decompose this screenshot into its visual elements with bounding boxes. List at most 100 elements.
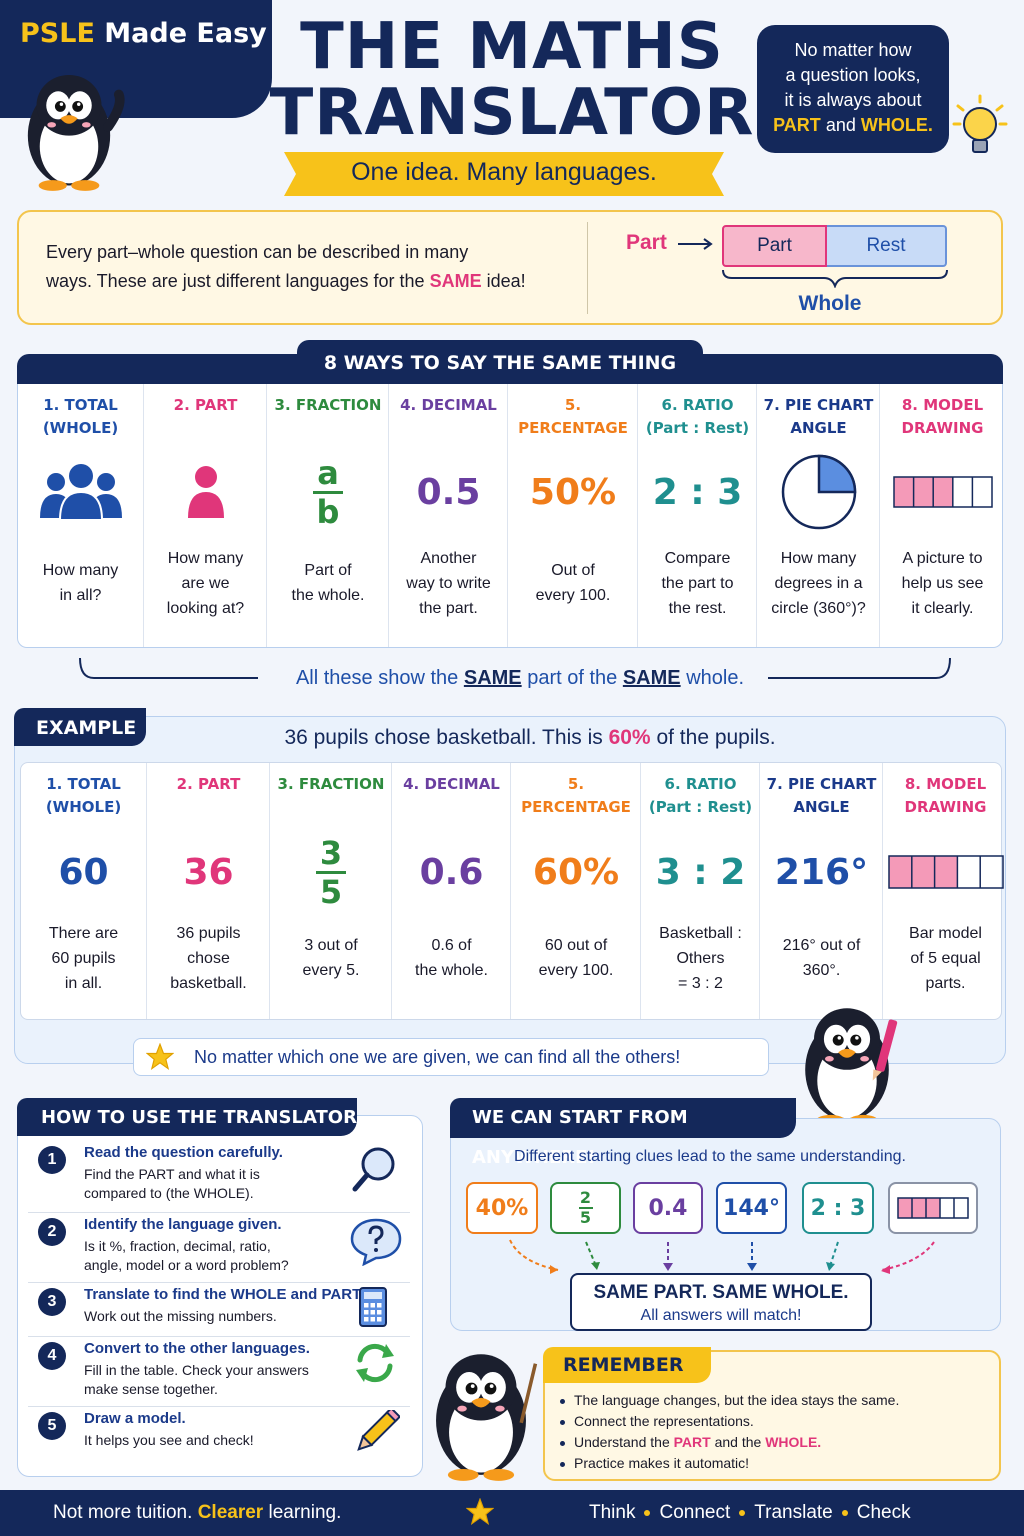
arrow [678, 238, 713, 250]
column-heading: 8. MODEL DRAWING [880, 394, 1005, 440]
footer-word: Translate [754, 1502, 833, 1523]
star-icon [146, 1043, 174, 1071]
tagline-ribbon [284, 152, 724, 196]
example-table: 1. TOTAL (WHOLE) 60 There are 60 pupils in al… [20, 762, 1004, 1020]
column: 2. PART How many are we looking at? [143, 384, 267, 647]
heading-line: 4. DECIMAL [400, 396, 497, 414]
heading-line: 1. TOTAL [46, 775, 121, 793]
heading-line: 8. MODEL [901, 396, 984, 414]
step-line: angle, model or a word problem? [84, 1257, 289, 1273]
column-heading: 1. TOTAL (WHOLE) [21, 773, 146, 819]
heading-line: ANGLE [790, 419, 847, 437]
remember-text: Connect the representations. [574, 1413, 754, 1429]
desc-line: Out of [551, 562, 595, 579]
value: 0.6 [419, 851, 484, 893]
column: 7. PIE CHART ANGLE How many degrees in a cir… [756, 384, 880, 647]
symbol: 60% [511, 829, 641, 915]
value: 60% [532, 851, 620, 893]
desc-line: Compare [664, 550, 731, 567]
desc-line: circle (360°)? [771, 600, 866, 617]
desc-line: A picture to [902, 550, 983, 567]
bullet [560, 1440, 565, 1446]
desc-line: 360°. [802, 962, 841, 979]
diagram-label: Part [626, 231, 667, 254]
heading-line: 7. PIE CHART [763, 396, 874, 414]
pencil-icon [357, 1406, 402, 1451]
sentence-text: of the pupils. [656, 726, 776, 749]
chip: 0.4 [633, 1182, 703, 1234]
value: 50% [529, 471, 617, 513]
remember-whole: WHOLE. [765, 1434, 822, 1450]
remember-text: Understand the [574, 1434, 670, 1450]
desc-line: How many [42, 562, 119, 579]
column: 7. PIE CHART ANGLE 216° 216° out of 360°. [759, 763, 883, 1019]
sentence-text: 36 pupils chose basketball. This is [284, 726, 603, 749]
column-heading: 5. PERCENTAGE [511, 773, 641, 819]
whole-label: Whole [798, 292, 862, 315]
step: 5 Draw a model. It helps you see and check… [28, 1406, 410, 1470]
example-label: EXAMPLE [14, 708, 146, 746]
summary: All these show the SAME part of the SAME… [180, 667, 860, 690]
symbol [757, 450, 880, 534]
model-icon [887, 855, 1004, 889]
symbol: 36 [147, 829, 270, 915]
value: 36 [183, 851, 234, 893]
step: 2 Identify the language given. Is it %, fr… [28, 1212, 410, 1283]
bubble: No matter how a question looks, it is al… [757, 25, 949, 153]
column: 8. MODEL DRAWING Bar model of 5 equal parts. [882, 763, 1008, 1019]
column-desc: 60 out of every 100. [511, 933, 641, 983]
footer-left: Not more tuition. Clearer learning. [53, 1502, 341, 1524]
step-number: 1 [38, 1146, 66, 1174]
desc-line: way to write [406, 575, 491, 592]
column-desc: How many in all? [18, 558, 143, 608]
denominator: 5 [579, 1208, 592, 1227]
desc-line: 60 out of [544, 937, 608, 954]
column-heading: 1. TOTAL (WHOLE) [18, 394, 143, 440]
heading-line: 6. RATIO [664, 775, 737, 793]
remember-item: Connect the representations. [560, 1411, 899, 1432]
footer-right: Think Connect Translate Check [589, 1502, 911, 1524]
desc-line: the rest. [668, 600, 727, 617]
summary-text: whole. [686, 667, 745, 689]
column: 1. TOTAL (WHOLE) 60 There are 60 pupils in al… [21, 763, 146, 1019]
column-heading: 5. PERCENTAGE [508, 394, 638, 440]
chip-fraction: 2 5 [578, 1188, 593, 1227]
numerator: 2 [579, 1188, 592, 1207]
column-heading: 7. PIE CHART ANGLE [760, 773, 883, 819]
column-heading: 4. DECIMAL [389, 394, 508, 417]
intro-text: Every part–whole question can be describ… [46, 238, 526, 296]
step-title: Read the question carefully. [84, 1144, 283, 1161]
desc-line: = 3 : 2 [678, 975, 723, 992]
heading-line: 2. PART [173, 396, 238, 414]
desc-line: basketball. [170, 975, 247, 992]
value: 2 : 3 [652, 471, 743, 513]
step: 4 Convert to the other languages. Fill in … [28, 1336, 410, 1407]
heading-line: 8. MODEL [904, 775, 987, 793]
sentence-highlight: 60% [608, 726, 651, 749]
bubble-line: a question looks, [785, 65, 921, 85]
desc-line: the part. [419, 600, 478, 617]
fraction-bar [578, 1207, 593, 1209]
bullet [560, 1398, 565, 1404]
separator [739, 1509, 746, 1516]
column-desc: Part of the whole. [267, 558, 389, 608]
desc-line: Basketball : [659, 925, 742, 942]
bubble-part: PART [773, 115, 821, 135]
desc-line: Part of [304, 562, 352, 579]
symbol [18, 450, 143, 534]
column-heading: 6. RATIO (Part : Rest) [641, 773, 760, 819]
symbol [883, 829, 1008, 915]
summary-same: SAME [622, 667, 681, 689]
step: 3 Translate to find the WHOLE and PART. Wo… [28, 1282, 410, 1337]
desc-line: of 5 equal [910, 950, 981, 967]
remember-text: Practice makes it automatic! [574, 1455, 750, 1471]
desc-line: 60 pupils [51, 950, 116, 967]
howto-box [17, 1115, 423, 1477]
column: 8. MODEL DRAWING A picture to help us see it… [879, 384, 1005, 647]
penguin-pointer [420, 1340, 538, 1482]
desc-line: in all? [59, 587, 102, 604]
step-icon [350, 1216, 402, 1271]
footer [0, 1490, 1024, 1536]
